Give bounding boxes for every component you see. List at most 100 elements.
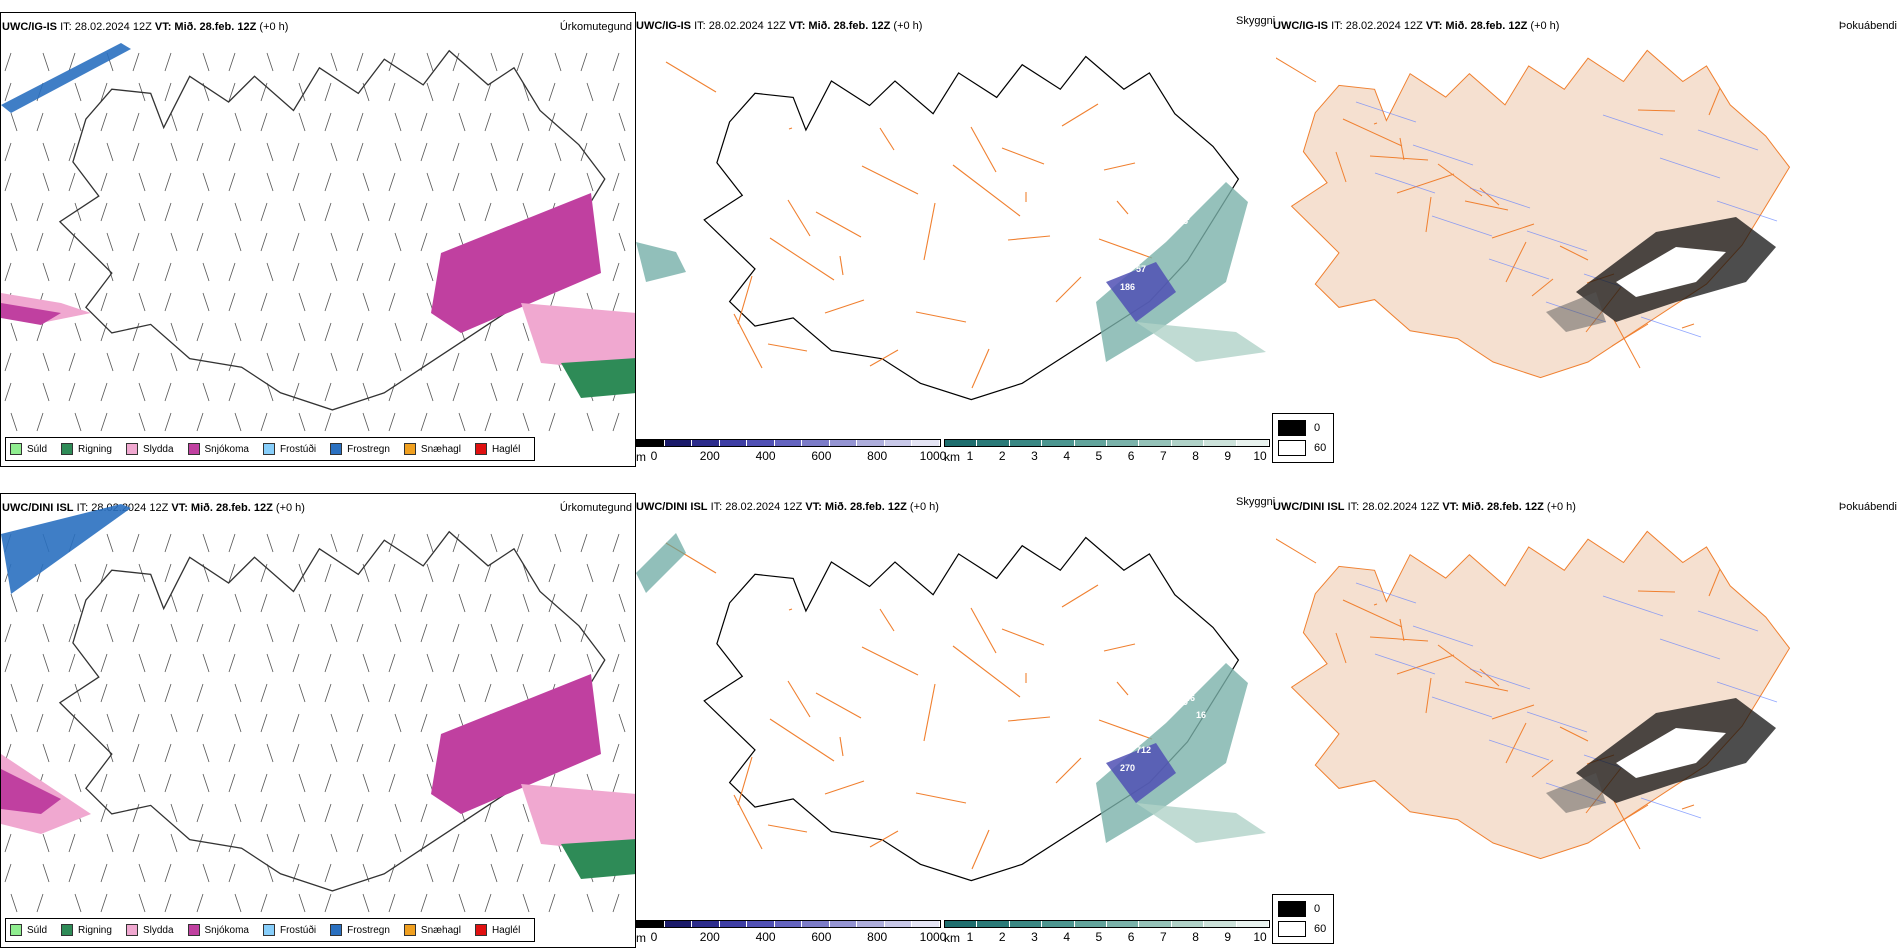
wind-barb [612, 172, 620, 192]
colorbar-tick-label: 0 [650, 449, 658, 463]
river [1469, 668, 1531, 690]
low-visibility-area [636, 242, 686, 282]
wind-barb [100, 382, 108, 402]
river [1526, 230, 1588, 252]
wind-barb [10, 713, 18, 733]
wind-barb [228, 382, 236, 402]
colorbar-tick-label: 7 [1159, 930, 1167, 944]
wind-barb [170, 623, 178, 643]
wind-barb [298, 593, 306, 613]
colorbar-tick-label: 400 [755, 449, 776, 463]
wind-barb [298, 82, 306, 102]
wind-barb [298, 322, 306, 342]
wind-barb [292, 743, 300, 763]
legend-item: Frostúði [262, 924, 316, 936]
road [787, 680, 811, 718]
wind-barb [10, 683, 18, 703]
wind-barb [420, 202, 428, 222]
road [861, 165, 919, 195]
wind-barb [260, 322, 268, 342]
wind-barb [100, 653, 108, 673]
wind-barb [356, 52, 364, 72]
wind-barb [324, 322, 332, 342]
road [1399, 618, 1405, 642]
wind-barb [292, 232, 300, 252]
colorbar-tick-label: 1000 [919, 449, 947, 463]
wind-barb [74, 773, 82, 793]
road [788, 127, 793, 130]
wind-barb [612, 683, 620, 703]
wind-barb [36, 412, 44, 432]
colorbar-segment [1236, 921, 1270, 927]
legend-swatch [61, 924, 74, 936]
legend-item: Slydda [125, 443, 174, 455]
visibility-value-label: 21 [1156, 214, 1166, 224]
wind-barb [266, 653, 274, 673]
wind-barb [228, 52, 236, 72]
wind-barb [132, 593, 140, 613]
wind-barb [324, 653, 332, 673]
river [1412, 625, 1474, 647]
colorbar-segment [692, 921, 720, 927]
wind-barb [292, 352, 300, 372]
panel-title: Þokuábendi [1838, 20, 1897, 32]
legend-label: Frostregn [347, 443, 390, 455]
legend-swatch [10, 443, 22, 455]
wind-barb [388, 292, 396, 312]
wind-barb [42, 382, 50, 402]
legend-swatch [330, 443, 343, 455]
wind-barb [68, 142, 76, 162]
wind-barb [420, 412, 428, 432]
wind-barb [42, 172, 50, 192]
wind-barb [164, 563, 172, 583]
road [970, 607, 997, 654]
road [1061, 584, 1099, 608]
wind-barb [458, 683, 466, 703]
wind-barb [202, 382, 210, 402]
wind-barb [388, 262, 396, 282]
wind-barb [394, 142, 402, 162]
wind-barb [394, 232, 402, 252]
wind-barb [612, 773, 620, 793]
colorbar-segment [884, 440, 913, 446]
wind-barb [458, 893, 466, 913]
colorbar-tick-label: 8 [1192, 449, 1199, 463]
wind-barb [138, 683, 146, 703]
fog-index-panel-row1 [1276, 32, 1900, 442]
road [1342, 599, 1403, 628]
road [1342, 118, 1403, 147]
wind-barb [484, 593, 492, 613]
wind-barb [260, 202, 268, 222]
fog-legend-value: 0 [1314, 422, 1321, 434]
iceland-map-precip [1, 504, 635, 913]
colorbar-tick-label: 200 [699, 930, 720, 944]
road [923, 683, 936, 742]
legend-label: Súld [27, 443, 48, 455]
wind-barb [292, 52, 300, 72]
wind-barb [132, 623, 140, 643]
wind-barb [612, 743, 620, 763]
river [1716, 681, 1778, 703]
wind-barb [554, 142, 562, 162]
colorbar-tick-label: 1 [966, 449, 974, 463]
wind-barb [516, 352, 524, 372]
colorbar-segment [1074, 921, 1108, 927]
wind-barb [324, 412, 332, 432]
wind-barb [394, 713, 402, 733]
wind-barb [164, 292, 172, 312]
wind-barb [612, 653, 620, 673]
wind-barb [356, 112, 364, 132]
legend-label: Snjókoma [204, 443, 249, 455]
wind-barb [292, 653, 300, 673]
wind-barb [202, 653, 210, 673]
wind-barb [362, 292, 370, 312]
wind-barb [324, 172, 332, 192]
wind-barb [106, 713, 114, 733]
colorbar-segment [1107, 440, 1140, 446]
road [952, 645, 1021, 698]
wind-barb [490, 653, 498, 673]
wind-barb [100, 563, 108, 583]
sleet-area [521, 784, 635, 854]
wind-barb [490, 863, 498, 883]
road [1464, 681, 1509, 692]
